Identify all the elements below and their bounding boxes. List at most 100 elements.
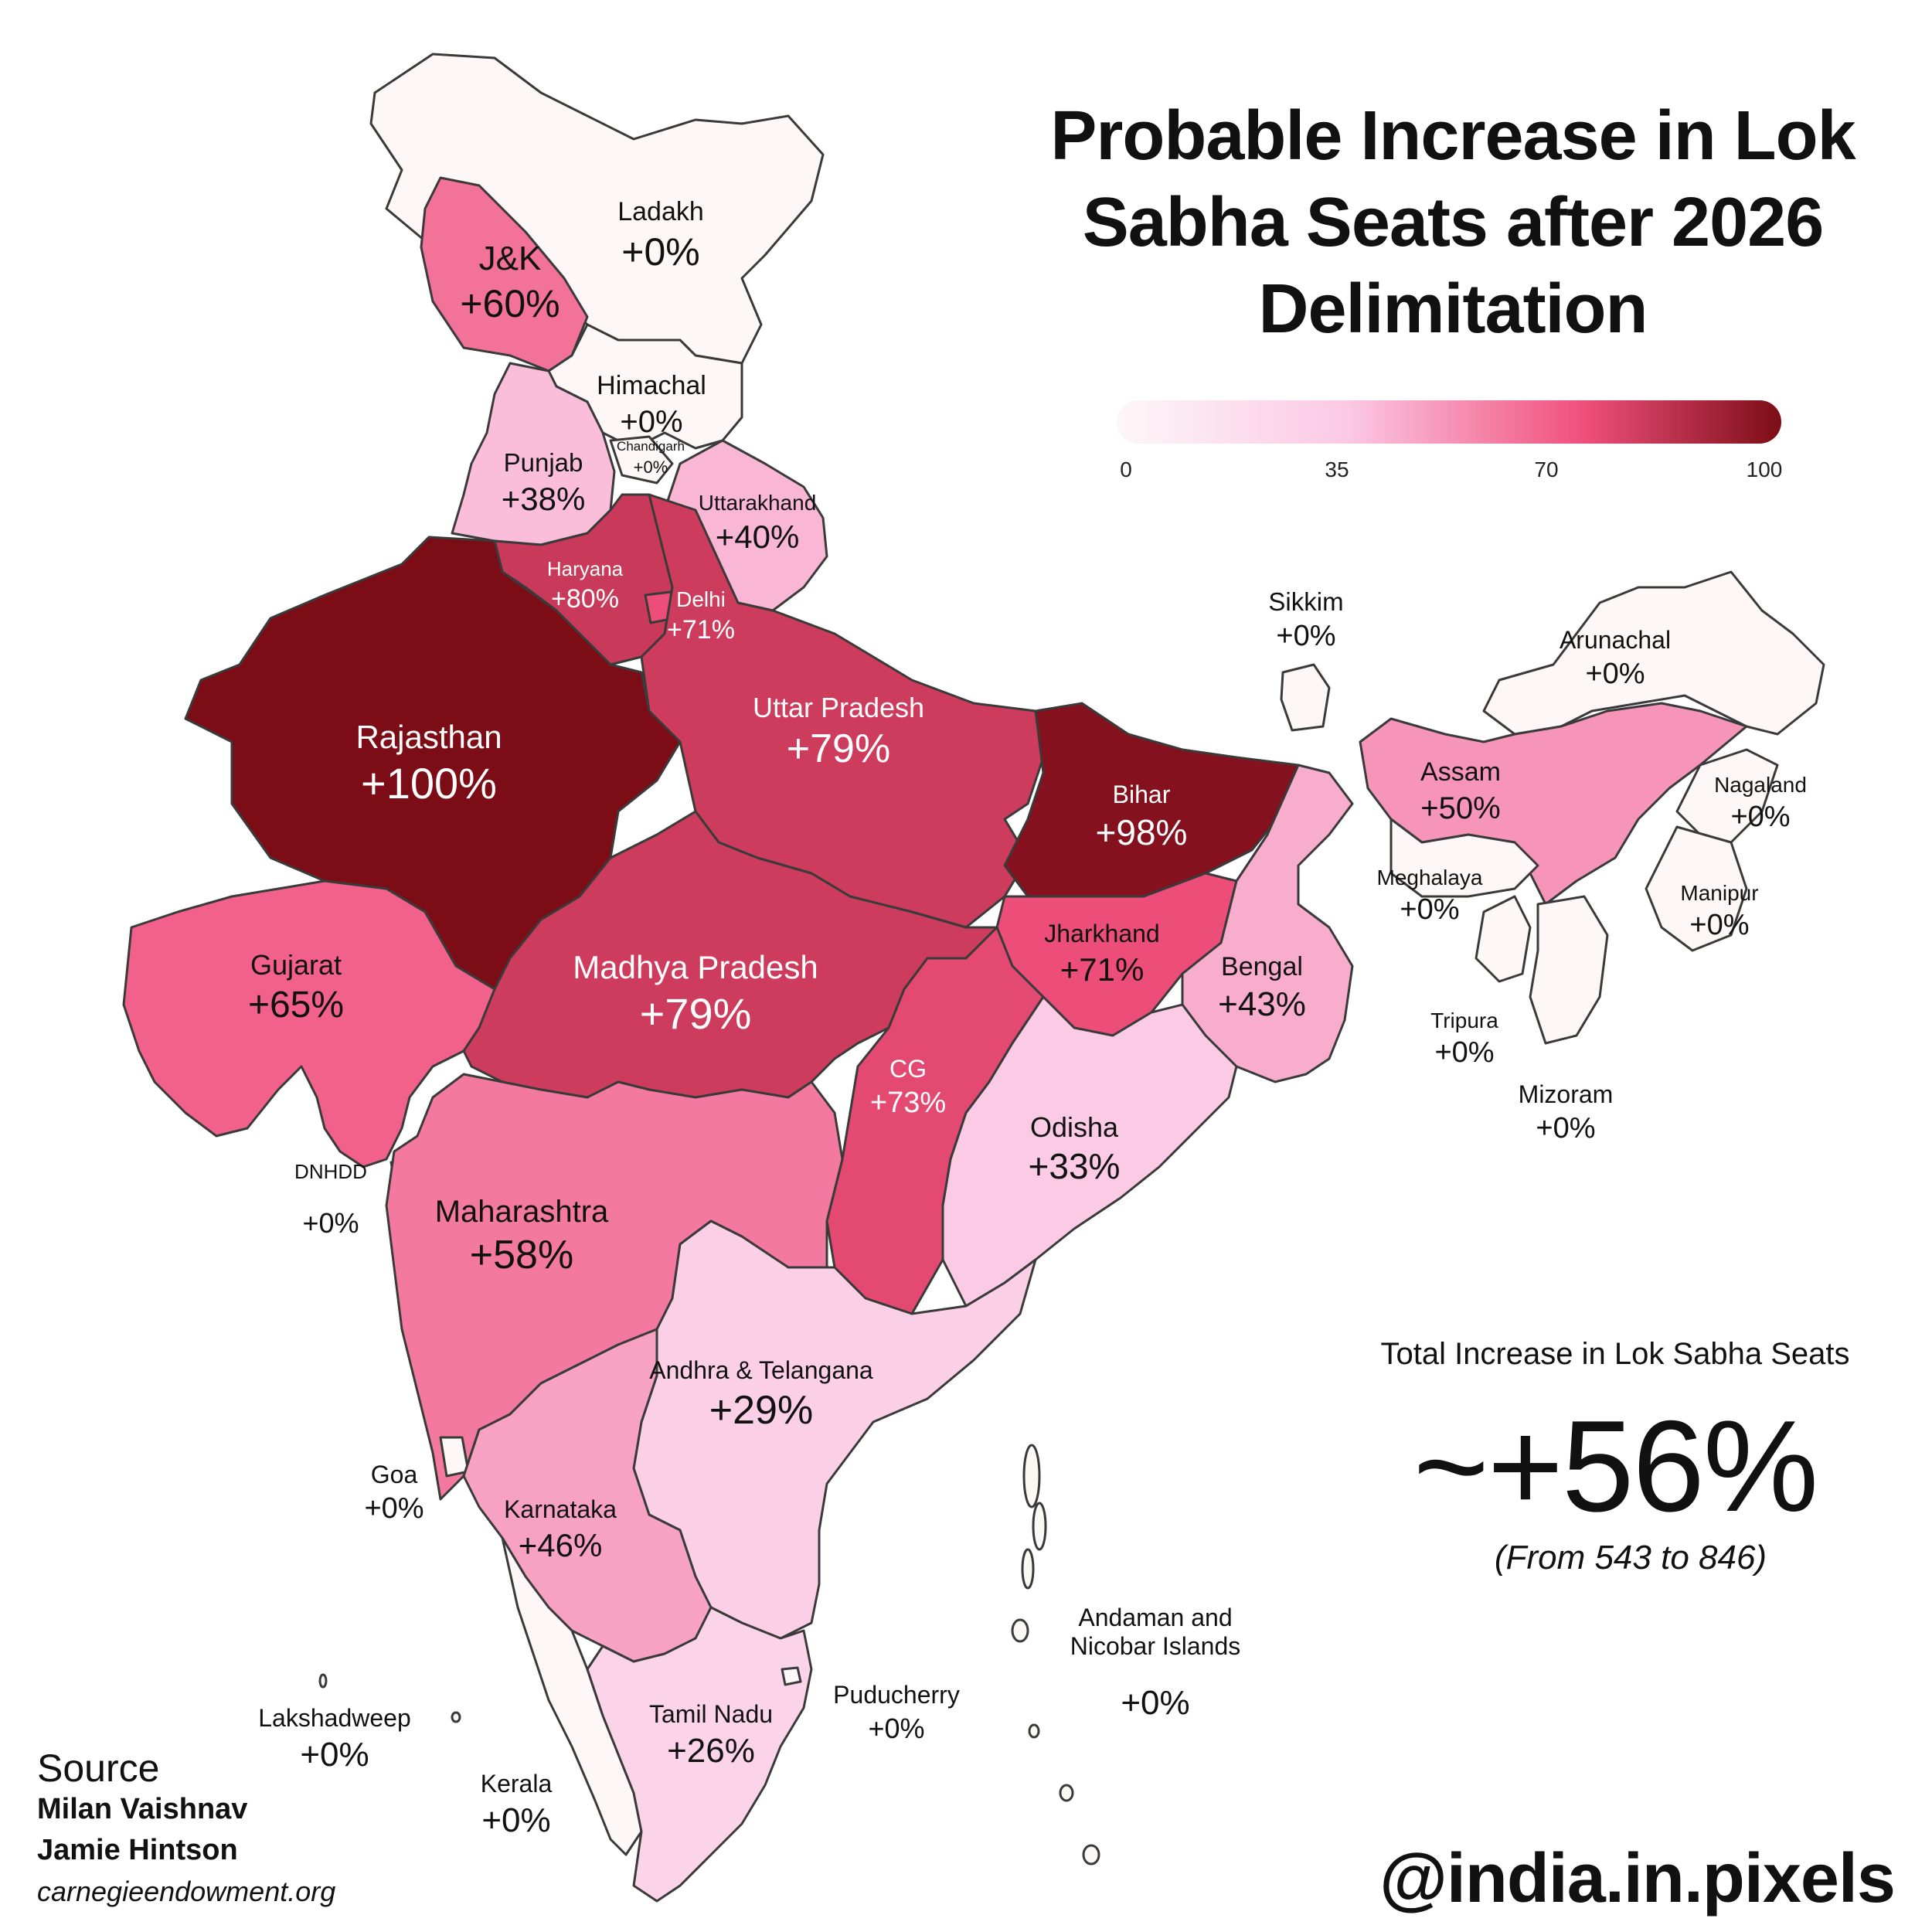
region-gujarat: [122, 879, 496, 1168]
label-himachal: Himachal +0%: [597, 371, 706, 440]
legend-tick: 100: [1746, 457, 1783, 481]
island-shape: [1021, 1548, 1035, 1590]
region-name: Tamil Nadu: [648, 1700, 774, 1728]
island-shape: [1082, 1844, 1100, 1866]
region-percent: +0%: [481, 1801, 551, 1839]
region-percent: +0%: [633, 457, 668, 477]
region-percent: +33%: [1028, 1146, 1121, 1187]
island-shape: [1011, 1618, 1029, 1643]
label-cg: CG +73%: [870, 1055, 946, 1120]
region-percent: +38%: [501, 480, 586, 517]
region-percent: +29%: [709, 1387, 814, 1433]
label-meghalaya: Meghalaya +0%: [1377, 866, 1483, 927]
island-shape: [1028, 1723, 1040, 1739]
island-shape: [1059, 1784, 1074, 1802]
region-name: Haryana: [546, 557, 624, 580]
region-name: Karnataka: [504, 1495, 617, 1523]
region-goa: [439, 1436, 470, 1478]
region-name: Uttarakhand: [698, 491, 817, 515]
region-nagaland: [1675, 748, 1779, 844]
label-rajasthan: Rajasthan +100%: [355, 719, 502, 809]
region-percent: +0%: [302, 1206, 359, 1239]
region-percent: +0%: [1585, 657, 1645, 690]
region-meghalaya: [1389, 818, 1539, 898]
region-percent: +0%: [1121, 1683, 1190, 1722]
label-andhra-telangana: Andhra & Telangana +29%: [649, 1356, 872, 1434]
region-percent: +43%: [1218, 985, 1306, 1024]
source-author: Jamie Hintson: [37, 1834, 238, 1866]
region-percent: +79%: [639, 989, 752, 1039]
region-puducherry: [781, 1666, 802, 1686]
region-name: Mizoram: [1518, 1080, 1614, 1108]
source-heading: Source: [37, 1747, 160, 1790]
region-name: J&K: [478, 240, 542, 277]
region-percent: +0%: [1689, 909, 1750, 942]
region-percent: +40%: [715, 519, 800, 556]
region-percent: +0%: [620, 405, 683, 440]
source-credit: Source Milan Vaishnav Jamie Hintson carn…: [37, 1748, 335, 1912]
region-percent: +71%: [1060, 951, 1145, 988]
region-percent: +79%: [786, 726, 891, 772]
total-increase-panel: Total Increase in Lok Sabha Seats ~+56% …: [1360, 1337, 1870, 1577]
label-odisha: Odisha +33%: [1029, 1111, 1121, 1187]
label-madhya-pradesh: Madhya Pradesh +79%: [573, 949, 818, 1039]
region-name: Meghalaya: [1376, 866, 1483, 889]
legend-tick: 0: [1120, 457, 1132, 481]
label-gujarat: Gujarat +65%: [248, 949, 344, 1027]
region-percent: +65%: [247, 985, 345, 1026]
region-percent: +80%: [551, 583, 619, 614]
label-delhi: Delhi +71%: [667, 587, 735, 645]
label-manipur: Manipur +0%: [1680, 881, 1758, 943]
region-percent: +0%: [868, 1712, 925, 1744]
island-shape: [318, 1673, 328, 1689]
color-legend: 0 35 70 100: [1117, 400, 1783, 488]
region-name: Lakshadweep: [258, 1704, 411, 1732]
label-maharashtra: Maharashtra +58%: [435, 1194, 609, 1279]
region-name: Goa: [370, 1461, 418, 1488]
label-goa: Goa +0%: [364, 1461, 423, 1526]
label-andaman-and-nicobar-islands: Andaman and Nicobar Islands +0%: [1051, 1604, 1260, 1723]
region-percent: +0%: [300, 1735, 369, 1774]
region-manipur: [1645, 825, 1748, 952]
region-name: Madhya Pradesh: [573, 949, 818, 985]
label-puducherry: Puducherry +0%: [833, 1681, 960, 1744]
region-name: CG: [889, 1055, 927, 1083]
region-name: Punjab: [503, 448, 583, 477]
region-mizoram: [1529, 895, 1609, 1045]
label-sikkim: Sikkim +0%: [1268, 587, 1343, 654]
label-bengal: Bengal +43%: [1218, 952, 1306, 1025]
region-percent: +71%: [667, 615, 735, 645]
region-name: Himachal: [597, 371, 706, 400]
region-uttar-pradesh: [640, 493, 1045, 929]
region-name: Manipur: [1680, 881, 1759, 905]
region-percent: +26%: [667, 1731, 755, 1770]
label-bihar: Bihar +98%: [1096, 781, 1188, 853]
legend-tick: 35: [1325, 457, 1349, 481]
label-assam: Assam +50%: [1420, 757, 1501, 826]
label-j-k: J&K +60%: [460, 240, 560, 326]
region-name: Delhi: [676, 587, 726, 611]
source-site: carnegieendowment.org: [37, 1876, 336, 1907]
total-label: Total Increase in Lok Sabha Seats: [1380, 1337, 1850, 1371]
region-bihar: [1003, 702, 1300, 898]
label-kerala: Kerala +0%: [481, 1770, 553, 1840]
region-tripura: [1475, 895, 1532, 983]
region-name: Puducherry: [833, 1681, 960, 1709]
region-percent: +50%: [1420, 791, 1501, 826]
total-value: ~+56%: [1413, 1393, 1818, 1539]
label-tripura: Tripura +0%: [1430, 1009, 1498, 1070]
source-author: Milan Vaishnav: [37, 1793, 248, 1825]
label-karnataka: Karnataka +46%: [504, 1495, 617, 1564]
label-lakshadweep: Lakshadweep +0%: [258, 1704, 410, 1774]
region-percent: +0%: [1536, 1111, 1596, 1145]
region-name: Jharkhand: [1044, 920, 1160, 947]
region-percent: +100%: [361, 759, 497, 808]
region-name: Assam: [1420, 757, 1501, 787]
label-jharkhand: Jharkhand +71%: [1044, 920, 1159, 988]
label-dnhdd: DNHDD +0%: [294, 1160, 367, 1239]
legend-gradient-bar: [1117, 400, 1781, 444]
region-name: Uttar Pradesh: [752, 692, 925, 723]
label-ladakh: Ladakh +0%: [617, 197, 704, 275]
region-percent: +0%: [1400, 893, 1460, 927]
